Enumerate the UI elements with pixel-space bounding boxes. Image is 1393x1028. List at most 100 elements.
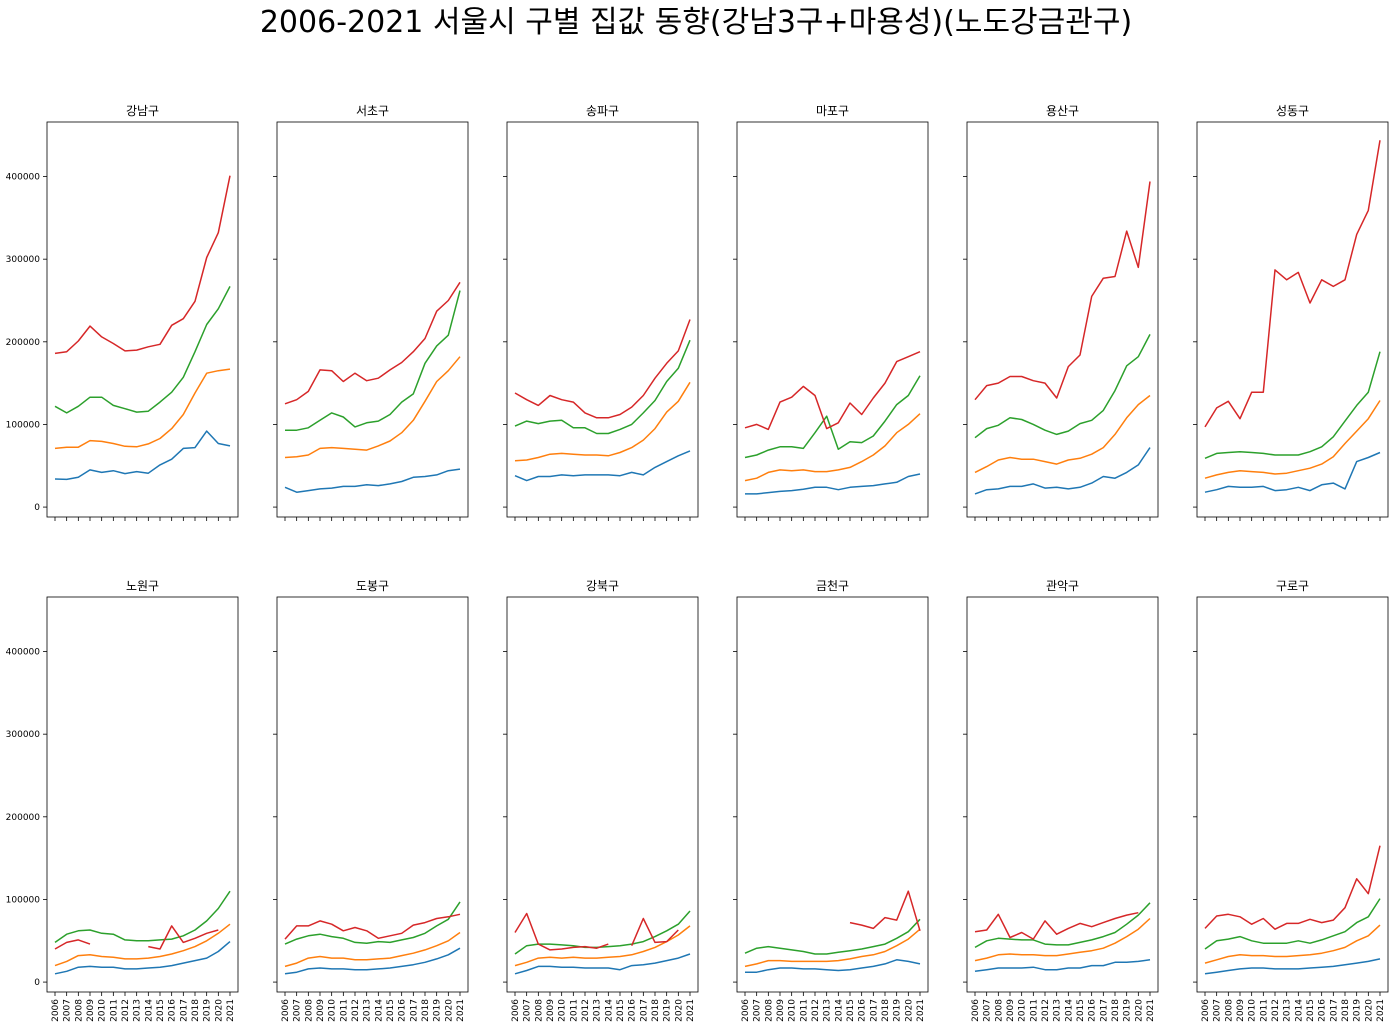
series-line <box>284 913 461 940</box>
x-tick-label: 2020 <box>904 999 914 1022</box>
series-line <box>1204 898 1381 950</box>
y-tick-label: 0 <box>34 503 40 513</box>
axes-frame <box>506 121 699 518</box>
x-tick-label: 2018 <box>1111 999 1121 1022</box>
x-tick-label: 2019 <box>893 999 903 1022</box>
series-line <box>514 925 691 967</box>
x-tick-label: 2019 <box>433 999 443 1022</box>
x-tick-label: 2016 <box>168 999 178 1022</box>
y-tick-label: 200000 <box>6 338 41 348</box>
x-tick-label: 2017 <box>409 999 419 1022</box>
x-tick-label: 2018 <box>191 999 201 1022</box>
x-tick-label: 2021 <box>686 999 696 1022</box>
x-tick-label: 2014 <box>604 999 614 1022</box>
y-tick-label: 0 <box>34 978 40 988</box>
x-tick-label: 2012 <box>581 999 591 1022</box>
subplot-title: 관악구 <box>1046 579 1079 593</box>
x-tick-label: 2010 <box>788 999 798 1022</box>
x-tick-label: 2020 <box>1134 999 1144 1022</box>
series-line <box>514 910 691 955</box>
x-tick-label: 2006 <box>511 999 521 1022</box>
x-tick-label: 2010 <box>98 999 108 1022</box>
x-tick-label: 2013 <box>823 999 833 1022</box>
series-line <box>54 286 231 414</box>
subplot-title: 강북구 <box>586 579 619 593</box>
x-tick-label: 2011 <box>799 999 809 1022</box>
y-tick-label: 100000 <box>6 895 41 905</box>
x-tick-label: 2012 <box>1271 999 1281 1022</box>
series-line <box>514 912 679 951</box>
axes-frame <box>46 596 239 993</box>
x-tick-label: 2016 <box>1088 999 1098 1022</box>
x-tick-label: 2009 <box>1006 999 1016 1022</box>
series-line <box>744 918 921 955</box>
subplot-title: 송파구 <box>586 104 619 118</box>
chart-suptitle: 2006-2021 서울시 구별 집값 동향(강남3구+마용성)(노도강금관구) <box>260 5 1132 40</box>
series-line <box>974 917 1151 962</box>
x-tick-label: 2015 <box>1076 999 1086 1022</box>
axes-frame <box>1196 596 1389 993</box>
subplot-panel: 노원구 0 100000 200000 300000 400000 2006 2007 2008… <box>6 579 239 1022</box>
subplot-title: 마포구 <box>816 104 849 118</box>
x-tick-label: 2007 <box>523 999 533 1022</box>
series-line <box>745 473 921 495</box>
series-line <box>974 447 1151 495</box>
series-line <box>744 375 921 459</box>
subplot-title: 노원구 <box>126 579 159 593</box>
x-tick-label: 2006 <box>741 999 751 1022</box>
x-tick-label: 2021 <box>226 999 236 1022</box>
series-line <box>54 923 231 967</box>
x-tick-label: 2017 <box>1099 999 1109 1022</box>
x-tick-label: 2011 <box>109 999 119 1022</box>
x-tick-label: 2008 <box>764 999 774 1022</box>
subplot-title: 강남구 <box>126 104 159 118</box>
x-tick-label: 2013 <box>1283 999 1293 1022</box>
series-line <box>1204 845 1381 930</box>
x-tick-label: 2014 <box>144 999 154 1022</box>
x-tick-label: 2017 <box>179 999 189 1022</box>
subplot-panel: 송파구 <box>503 104 699 521</box>
axes-frame <box>736 596 929 993</box>
x-tick-label: 2018 <box>651 999 661 1022</box>
x-tick-label: 2014 <box>834 999 844 1022</box>
series-line <box>1204 400 1381 479</box>
x-tick-label: 2018 <box>881 999 891 1022</box>
x-tick-label: 2013 <box>363 999 373 1022</box>
y-tick-label: 400000 <box>6 173 41 183</box>
x-tick-label: 2010 <box>1018 999 1028 1022</box>
x-tick-label: 2020 <box>674 999 684 1022</box>
series-line <box>514 339 691 435</box>
series-line <box>54 175 231 355</box>
x-tick-label: 2007 <box>753 999 763 1022</box>
x-tick-label: 2011 <box>1259 999 1269 1022</box>
series-line <box>54 925 219 950</box>
series-line <box>744 351 921 431</box>
x-tick-label: 2014 <box>374 999 384 1022</box>
series-line <box>284 931 461 968</box>
x-tick-label: 2013 <box>133 999 143 1022</box>
series-line <box>1204 140 1381 428</box>
series-line <box>1204 924 1381 964</box>
y-tick-label: 300000 <box>6 730 41 740</box>
subplot-panel: 용산구 <box>963 104 1159 521</box>
axes-frame <box>736 121 929 518</box>
x-tick-label: 2018 <box>1341 999 1351 1022</box>
series-line <box>54 941 231 975</box>
subplot-panel: 성동구 <box>1193 104 1389 521</box>
x-tick-label: 2011 <box>569 999 579 1022</box>
axes-frame <box>276 121 469 518</box>
axes-frame <box>506 596 699 993</box>
x-tick-label: 2008 <box>534 999 544 1022</box>
x-tick-label: 2012 <box>811 999 821 1022</box>
x-tick-label: 2009 <box>86 999 96 1022</box>
x-tick-label: 2016 <box>398 999 408 1022</box>
subplot-title: 도봉구 <box>356 579 389 593</box>
x-tick-label: 2019 <box>203 999 213 1022</box>
x-tick-label: 2006 <box>51 999 61 1022</box>
x-tick-label: 2010 <box>558 999 568 1022</box>
x-tick-label: 2021 <box>1146 999 1156 1022</box>
subplot-panel: 마포구 <box>733 104 929 521</box>
